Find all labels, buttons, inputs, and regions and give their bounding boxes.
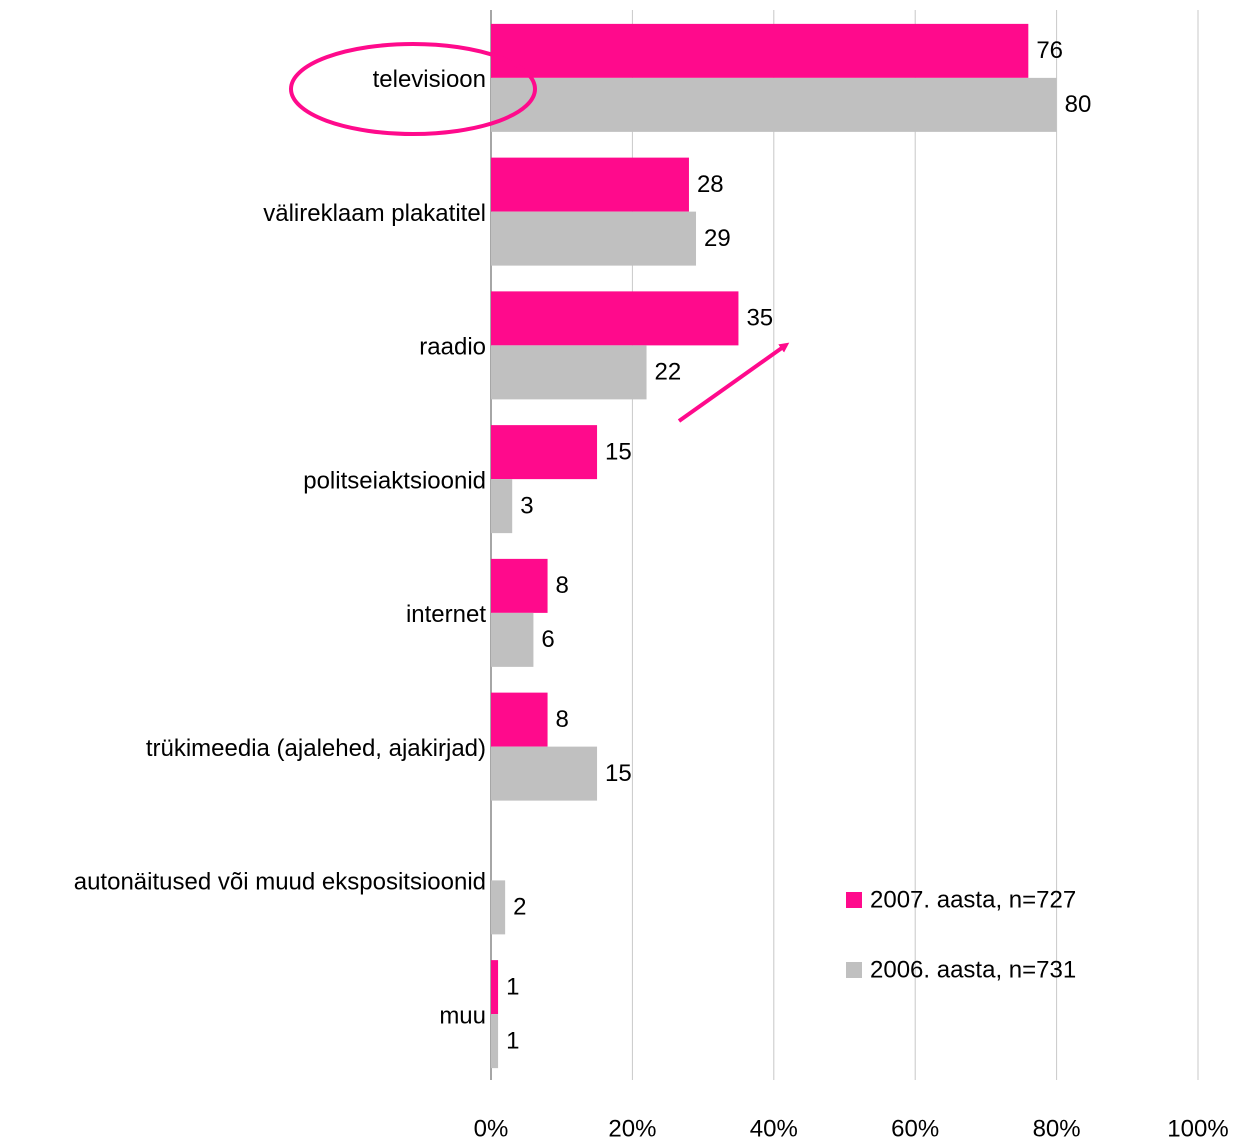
- y-tick-label: autonäitused või muud ekspositsioonid: [74, 869, 486, 896]
- value-label: 22: [655, 359, 682, 386]
- y-tick-label: raadio: [419, 334, 486, 361]
- x-tick-label: 60%: [891, 1115, 939, 1142]
- value-label: 3: [520, 492, 533, 519]
- legend-swatch: [846, 962, 862, 978]
- value-label: 28: [697, 171, 724, 198]
- y-tick-label: internet: [406, 601, 486, 628]
- value-label: 29: [704, 225, 731, 252]
- bar: [491, 746, 598, 801]
- bar: [491, 612, 534, 667]
- bar: [491, 77, 1057, 132]
- bar: [491, 425, 598, 480]
- bar: [491, 345, 647, 400]
- value-label: 15: [605, 760, 632, 787]
- bar: [491, 211, 697, 266]
- value-label: 1: [506, 973, 519, 1000]
- y-tick-label: televisioon: [373, 66, 486, 93]
- y-tick-label: politseiaktsioonid: [303, 467, 486, 494]
- value-label: 2: [513, 894, 526, 921]
- y-tick-label: välireklaam plakatitel: [263, 200, 486, 227]
- y-tick-label: trükimeedia (ajalehed, ajakirjad): [146, 735, 486, 762]
- bar: [491, 479, 513, 534]
- x-tick-label: 80%: [1033, 1115, 1081, 1142]
- bar: [491, 1014, 499, 1069]
- bar: [491, 23, 1029, 78]
- y-tick-label: muu: [439, 1002, 486, 1029]
- bar: [491, 692, 548, 747]
- value-label: 1: [506, 1027, 519, 1054]
- trend-arrow: [677, 342, 790, 423]
- value-label: 8: [556, 706, 569, 733]
- value-label: 80: [1065, 91, 1092, 118]
- value-label: 6: [541, 626, 554, 653]
- legend-label: 2007. aasta, n=727: [870, 886, 1076, 913]
- bar: [491, 880, 506, 935]
- bar: [491, 157, 689, 212]
- highlight-ellipse: [289, 42, 537, 136]
- bar: [491, 291, 739, 346]
- value-label: 76: [1036, 37, 1063, 64]
- x-tick-label: 100%: [1167, 1115, 1228, 1142]
- legend-swatch: [846, 892, 862, 908]
- bar: [491, 558, 548, 613]
- legend-label: 2006. aasta, n=731: [870, 956, 1076, 983]
- x-tick-label: 40%: [750, 1115, 798, 1142]
- value-label: 8: [556, 572, 569, 599]
- bar: [491, 960, 499, 1015]
- value-label: 15: [605, 438, 632, 465]
- x-tick-label: 0%: [474, 1115, 509, 1142]
- value-label: 35: [746, 305, 773, 332]
- x-tick-label: 20%: [608, 1115, 656, 1142]
